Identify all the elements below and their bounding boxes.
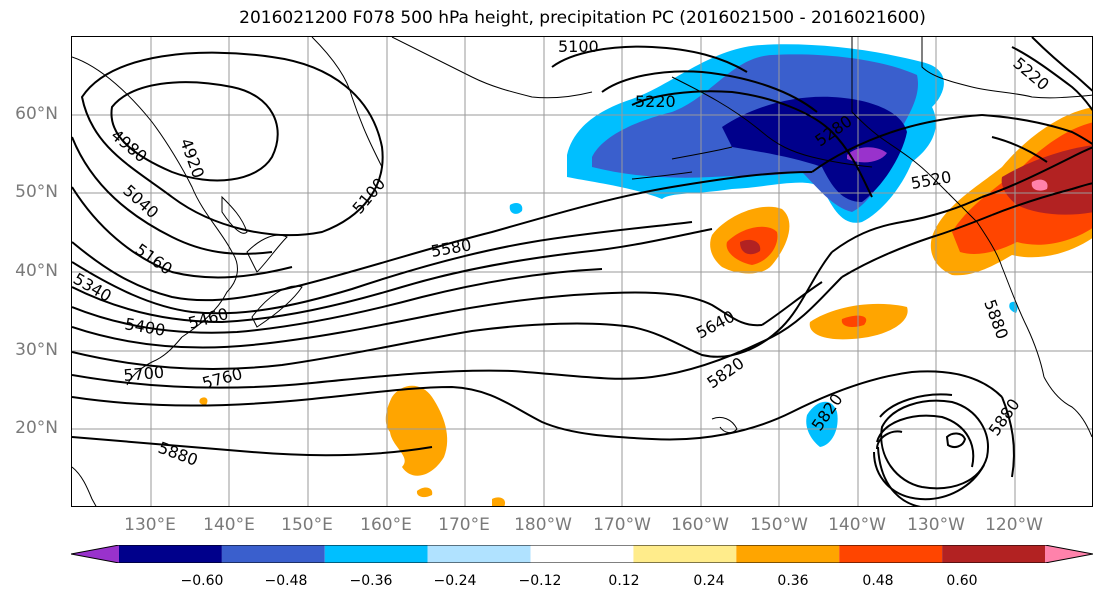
colorbar-tick-label: −0.12 xyxy=(518,573,562,589)
colorbar-cell xyxy=(942,545,1045,563)
contour-label: 5880 xyxy=(985,395,1024,439)
colorbar-tick-label: 0.48 xyxy=(862,573,894,589)
colorbar-cell xyxy=(1045,545,1093,563)
contour-label: 5580 xyxy=(429,235,472,261)
lon-label-160w: 160°W xyxy=(671,515,729,535)
coastlines xyxy=(72,37,1092,506)
lon-label-150w: 150°W xyxy=(750,515,808,535)
colorbar-cell xyxy=(839,545,943,563)
contour-label: 4980 xyxy=(107,126,150,167)
contour-label: 4920 xyxy=(176,136,208,181)
contour-label: 5040 xyxy=(119,181,162,222)
lon-label-130w: 130°W xyxy=(907,515,965,535)
colorbar-cell xyxy=(633,545,737,563)
contour-label: 5700 xyxy=(123,363,165,385)
contour-label: 5100 xyxy=(349,174,390,217)
colorbar-cells xyxy=(71,545,1093,563)
colorbar-tick-label: −0.48 xyxy=(264,573,308,589)
lat-label-20n: 20°N xyxy=(15,418,58,438)
contour-label: 5820 xyxy=(703,353,747,392)
lon-label-160e: 160°E xyxy=(360,515,412,535)
lon-label-130e: 130°E xyxy=(124,515,176,535)
contour-label: 5880 xyxy=(156,438,201,470)
lat-label-60n: 60°N xyxy=(15,104,58,124)
colorbar-tick-label: −0.24 xyxy=(433,573,477,589)
lon-label-180w: 180°W xyxy=(514,515,572,535)
colorbar-cell xyxy=(324,545,428,563)
lon-label-140e: 140°E xyxy=(203,515,255,535)
lon-label-140w: 140°W xyxy=(828,515,886,535)
map-canvas: 5100 5220 5220 4980 4920 5040 5100 5160 … xyxy=(72,37,1092,506)
colorbar xyxy=(71,545,1093,563)
colorbar-cell xyxy=(71,545,119,563)
contour-label: 5880 xyxy=(980,297,1012,342)
contour-label: 5100 xyxy=(558,37,599,56)
map-title: 2016021200 F078 500 hPa height, precipit… xyxy=(239,8,926,28)
contour-label: 5160 xyxy=(132,240,176,279)
lon-label-150e: 150°E xyxy=(281,515,333,535)
contour-label: 5520 xyxy=(909,167,952,193)
colorbar-tick-label: −0.60 xyxy=(180,573,224,589)
colorbar-cell xyxy=(221,545,325,563)
height-contours xyxy=(72,37,1092,506)
lon-label-120w: 120°W xyxy=(985,515,1043,535)
colorbar-tick-label: 0.12 xyxy=(608,573,640,589)
contour-label: 5640 xyxy=(693,307,738,343)
lat-label-40n: 40°N xyxy=(15,261,58,281)
colorbar-cell xyxy=(736,545,840,563)
colorbar-cell xyxy=(427,545,531,563)
lon-label-170w: 170°W xyxy=(593,515,651,535)
colorbar-tick-label: 0.60 xyxy=(946,573,978,589)
colorbar-tick-label: 0.36 xyxy=(777,573,809,589)
lat-label-30n: 30°N xyxy=(15,340,58,360)
colorbar-tick-label: 0.24 xyxy=(693,573,725,589)
colorbar-cell xyxy=(119,545,222,563)
contour-label: 5220 xyxy=(1009,54,1052,95)
colorbar-tick-label: −0.36 xyxy=(349,573,393,589)
lon-label-170e: 170°E xyxy=(438,515,490,535)
contour-label: 5460 xyxy=(186,304,230,333)
precip-positive-anomaly xyxy=(199,107,1092,506)
lat-label-50n: 50°N xyxy=(15,182,58,202)
map-panel: 5100 5220 5220 4980 4920 5040 5100 5160 … xyxy=(71,36,1093,507)
graticule xyxy=(72,37,1092,506)
contour-label: 5220 xyxy=(635,92,676,111)
contour-label: 5400 xyxy=(123,314,166,340)
colorbar-cell xyxy=(530,545,634,563)
